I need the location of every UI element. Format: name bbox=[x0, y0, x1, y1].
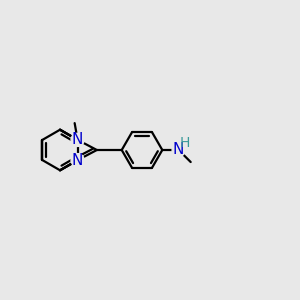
Text: N: N bbox=[72, 153, 83, 168]
Circle shape bbox=[172, 143, 185, 157]
Text: N: N bbox=[72, 132, 83, 147]
Text: H: H bbox=[180, 136, 190, 151]
Circle shape bbox=[71, 154, 84, 167]
Circle shape bbox=[71, 133, 84, 146]
Text: N: N bbox=[173, 142, 184, 158]
